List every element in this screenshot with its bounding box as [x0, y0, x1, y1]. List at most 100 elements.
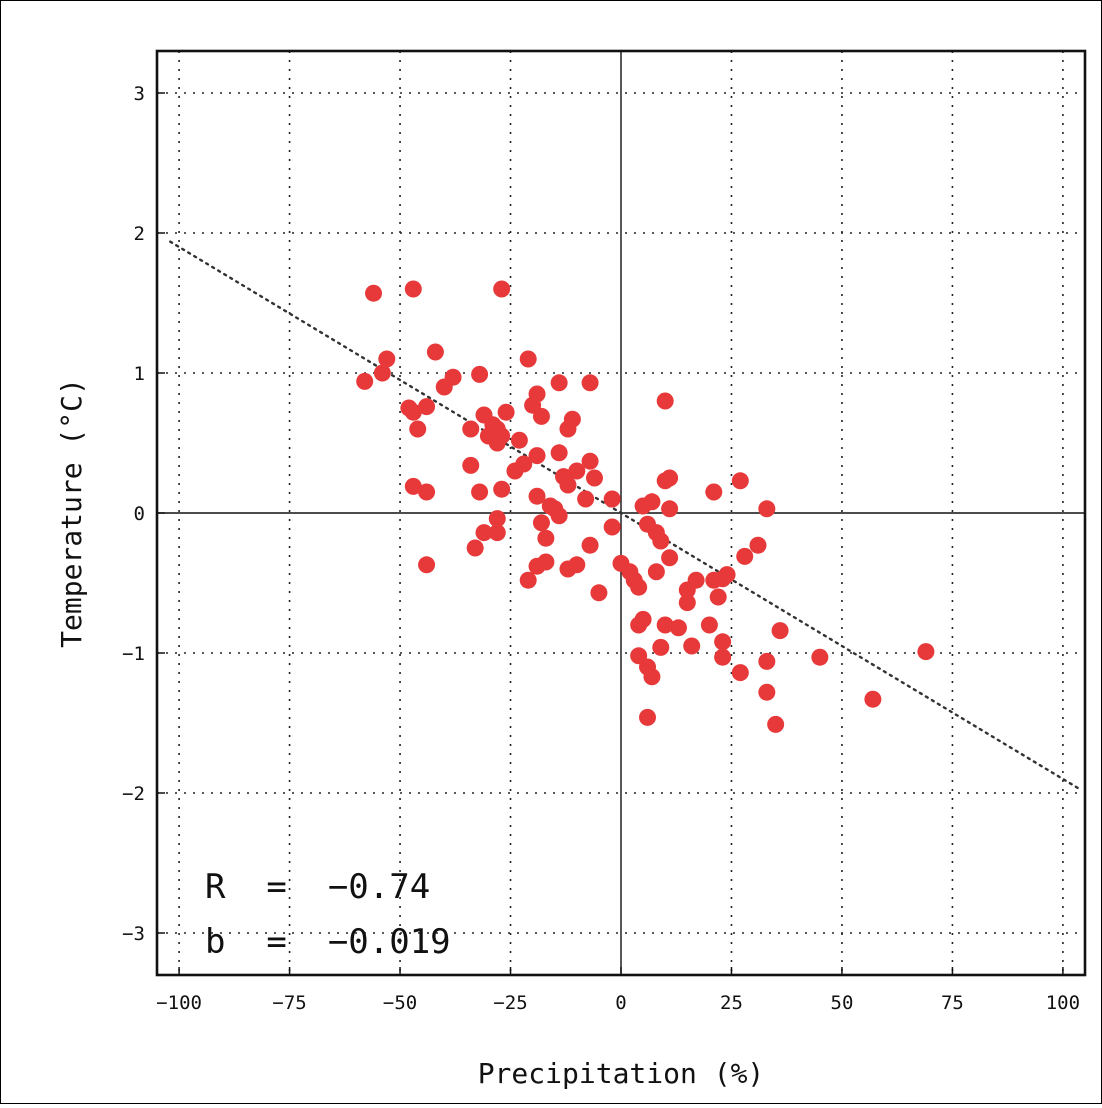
data-point: [656, 616, 674, 634]
data-point: [418, 556, 436, 574]
y-axis-label: Temperature (°C): [55, 378, 88, 648]
plot-border: [155, 49, 1087, 977]
data-point: [488, 524, 506, 542]
data-point: [705, 483, 723, 501]
data-point: [709, 588, 727, 606]
data-point: [356, 372, 374, 390]
data-point: [603, 490, 621, 508]
slope-annotation: b = −0.019: [205, 922, 451, 962]
data-point: [758, 652, 776, 670]
data-point: [550, 444, 568, 462]
data-point: [519, 571, 537, 589]
data-point: [510, 431, 528, 449]
data-point: [462, 456, 480, 474]
data-point: [462, 420, 480, 438]
data-point: [475, 524, 493, 542]
x-tick-label: 0: [615, 992, 626, 1014]
data-point: [700, 616, 718, 634]
data-point: [603, 518, 621, 536]
data-point: [550, 507, 568, 525]
data-point: [811, 648, 829, 666]
x-tick-label: −75: [272, 992, 306, 1014]
y-tick-label: 0: [134, 503, 145, 525]
data-point: [378, 350, 396, 368]
data-point: [661, 500, 679, 518]
data-point: [568, 462, 586, 480]
data-point: [731, 472, 749, 490]
data-point: [678, 594, 696, 612]
data-point: [639, 708, 657, 726]
data-point: [488, 510, 506, 528]
data-point: [661, 549, 679, 567]
data-point: [404, 477, 422, 495]
data-point: [864, 690, 882, 708]
y-tick-label: −2: [122, 783, 145, 805]
data-point: [749, 536, 767, 554]
data-point: [404, 280, 422, 298]
y-tick-label: 1: [134, 363, 145, 385]
data-point: [493, 480, 511, 498]
data-point: [559, 476, 577, 494]
data-point: [581, 374, 599, 392]
data-point: [528, 557, 546, 575]
y-tick-label: 2: [134, 223, 145, 245]
data-point: [656, 392, 674, 410]
data-point: [528, 487, 546, 505]
data-point: [528, 447, 546, 465]
y-tick-label: −3: [122, 923, 145, 945]
data-point: [771, 622, 789, 640]
data-point: [426, 343, 444, 361]
data-point: [687, 571, 705, 589]
data-point: [718, 566, 736, 584]
x-tick-label: −25: [493, 992, 527, 1014]
correlation-annotation: R = −0.74: [205, 867, 430, 907]
data-point: [471, 483, 489, 501]
data-point: [537, 529, 555, 547]
data-point: [493, 427, 511, 445]
data-point: [643, 668, 661, 686]
data-point: [736, 547, 754, 565]
x-tick-labels: −100 −75 −50 −25 0 25 50 75 100: [156, 992, 1080, 1014]
data-point: [471, 365, 489, 383]
data-point: [444, 368, 462, 386]
data-point: [515, 455, 533, 473]
y-tick-label: −1: [122, 643, 145, 665]
data-point: [404, 403, 422, 421]
x-axis-label: Precipitation (%): [478, 1057, 765, 1090]
data-point: [758, 683, 776, 701]
data-point: [630, 578, 648, 596]
data-point: [661, 469, 679, 487]
data-point: [581, 536, 599, 554]
data-point: [634, 610, 652, 628]
x-tick-label: 100: [1046, 992, 1080, 1014]
data-point: [731, 664, 749, 682]
data-point: [590, 584, 608, 602]
y-tick-label: 3: [134, 83, 145, 105]
data-point: [559, 420, 577, 438]
x-tick-label: −100: [156, 992, 202, 1014]
data-point: [917, 643, 935, 661]
data-point: [652, 532, 670, 550]
data-point: [714, 633, 732, 651]
data-point: [758, 500, 776, 518]
grid-lines: [157, 51, 1085, 975]
data-point: [409, 420, 427, 438]
data-point: [643, 493, 661, 511]
data-point: [568, 556, 586, 574]
data-point: [577, 490, 595, 508]
data-point: [683, 637, 701, 655]
data-point: [647, 563, 665, 581]
data-point: [373, 364, 391, 382]
data-point: [365, 284, 383, 302]
x-tick-label: 75: [941, 992, 964, 1014]
data-point: [497, 403, 515, 421]
y-tick-labels: −3 −2 −1 0 1 2 3: [122, 83, 145, 945]
regression-line: [169, 240, 1082, 791]
data-point: [519, 350, 537, 368]
data-point: [581, 452, 599, 470]
data-point: [418, 398, 436, 416]
data-point: [714, 648, 732, 666]
regression-line-path: [169, 240, 1082, 791]
data-point: [532, 407, 550, 425]
